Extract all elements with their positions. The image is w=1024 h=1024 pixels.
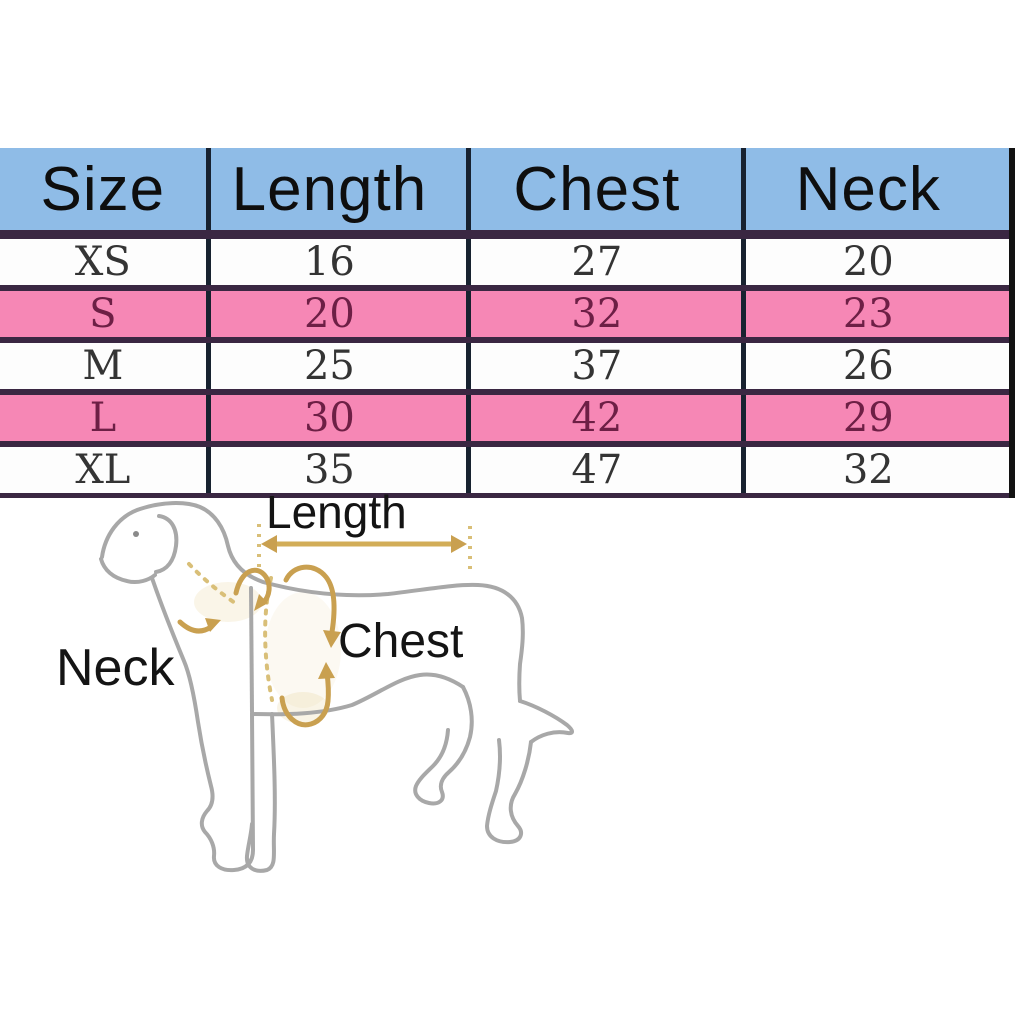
table-row-l: L 30 42 29 (0, 395, 1009, 447)
length-label: Length (266, 486, 407, 538)
header-length: Length (205, 148, 466, 230)
size-cell: XL (75, 447, 131, 493)
table-row-m: M 25 37 26 (0, 343, 1009, 395)
chest-cell: 37 (466, 343, 740, 389)
neck-cell: 20 (740, 239, 1009, 285)
neck-cell: 32 (740, 447, 1009, 493)
chest-cell: 32 (466, 291, 740, 337)
size-cell: M (82, 343, 124, 389)
chest-cell: 42 (466, 395, 740, 441)
header-chest: Chest (466, 148, 740, 230)
chest-girth-annotation (263, 564, 341, 728)
length-cell: 30 (205, 395, 466, 441)
size-cell: S (89, 291, 117, 337)
neck-label: Neck (56, 639, 175, 697)
size-cell: L (89, 395, 117, 441)
neck-cell: 29 (740, 395, 1009, 441)
length-cell: 20 (205, 291, 466, 337)
header-neck: Neck (740, 148, 1009, 230)
length-cell: 35 (205, 447, 466, 493)
neck-cell: 26 (740, 343, 1009, 389)
chest-label: Chest (338, 615, 464, 668)
neck-cell: 23 (740, 291, 1009, 337)
chest-cell: 47 (466, 447, 740, 493)
neck-girth-annotation (177, 562, 272, 634)
size-cell: XS (74, 239, 131, 285)
table-row-xs: XS 16 27 20 (0, 239, 1009, 291)
table-header-row: Size Length Chest Neck (0, 148, 1009, 239)
chest-cell: 27 (466, 239, 740, 285)
annotation-glow (194, 582, 341, 724)
size-table: Size Length Chest Neck XS 16 27 20 S 20 … (0, 148, 1015, 498)
length-cell: 25 (205, 343, 466, 389)
table-row-xl: XL 35 47 32 (0, 447, 1009, 498)
header-size: Size (40, 154, 166, 224)
table-row-s: S 20 32 23 (0, 291, 1009, 343)
length-cell: 16 (205, 239, 466, 285)
